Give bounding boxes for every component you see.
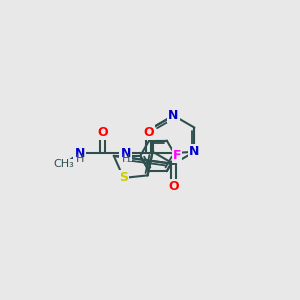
Text: F: F	[173, 149, 181, 162]
Text: O: O	[143, 125, 154, 139]
Text: H: H	[122, 154, 130, 164]
Text: N: N	[120, 147, 131, 160]
Text: O: O	[97, 125, 108, 139]
Text: F: F	[173, 149, 181, 162]
Text: N: N	[189, 145, 200, 158]
Text: N: N	[74, 147, 85, 160]
Text: H: H	[75, 154, 84, 164]
Text: O: O	[168, 180, 179, 193]
Text: CH₃: CH₃	[53, 159, 74, 170]
Text: N: N	[168, 109, 179, 122]
Text: S: S	[119, 171, 128, 184]
